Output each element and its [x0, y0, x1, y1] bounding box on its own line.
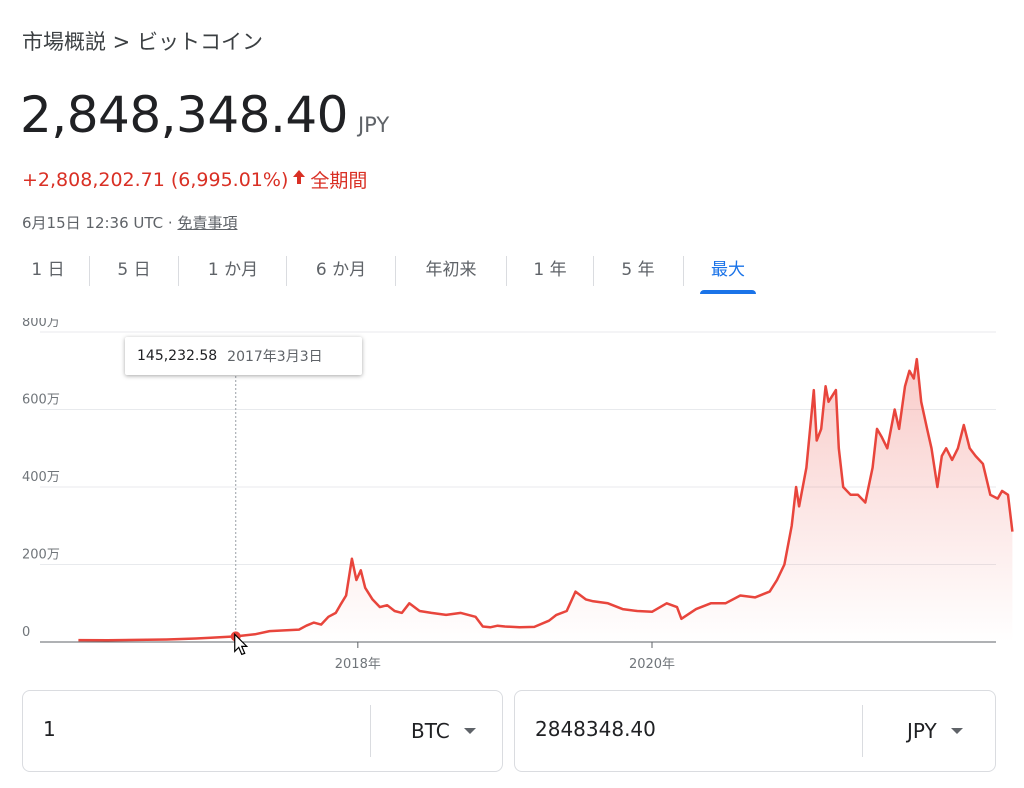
- series-line: [78, 357, 1014, 642]
- change-value: +2,808,202.71 (6,995.01%): [22, 168, 289, 191]
- y-tick-label: 200万: [22, 548, 60, 563]
- converter-divider: [862, 705, 863, 757]
- chart-tooltip: 145,232.58 2017年3月3日: [125, 337, 362, 375]
- tab-max[interactable]: 最大: [700, 252, 756, 294]
- tab-1-day[interactable]: 1 日: [31, 260, 65, 280]
- converter-from: BTC: [22, 690, 503, 772]
- tab-5-years[interactable]: 5 年: [621, 260, 655, 280]
- timestamp: 6月15日 12:36 UTC · 免責事項: [22, 212, 237, 233]
- tab-divider: [593, 256, 594, 286]
- converter-divider: [370, 705, 371, 757]
- y-tick-label: 0: [22, 625, 30, 640]
- range-tabs: 1 日 5 日 1 か月 6 か月 年初来 1 年 5 年 最大: [0, 252, 1024, 294]
- tab-6-months[interactable]: 6 か月: [315, 260, 367, 280]
- timestamp-text: 6月15日 12:36 UTC ·: [22, 214, 178, 232]
- to-currency-label: JPY: [907, 719, 937, 743]
- breadcrumb[interactable]: 市場概説 > ビットコイン: [22, 30, 263, 54]
- tab-max-label: 最大: [711, 260, 745, 280]
- tooltip-value: 145,232.58: [137, 348, 218, 364]
- converter-to: JPY: [514, 690, 996, 772]
- tab-divider: [286, 256, 287, 286]
- series-area-fill: [78, 359, 1013, 642]
- currency-label: JPY: [357, 113, 390, 137]
- mouse-cursor-icon: [234, 632, 249, 656]
- dropdown-caret-icon: [950, 728, 963, 734]
- tab-5-days[interactable]: 5 日: [117, 260, 151, 280]
- price-chart[interactable]: 0 200万 400万 600万 800万 2018年 2020年: [0, 318, 1024, 678]
- change-period: 全期間: [310, 170, 368, 192]
- price-change: +2,808,202.71 (6,995.01%) 全期間: [22, 166, 367, 193]
- to-currency-select[interactable]: JPY: [907, 691, 963, 771]
- tab-divider: [178, 256, 179, 286]
- tab-divider: [506, 256, 507, 286]
- disclaimer-link[interactable]: 免責事項: [177, 214, 238, 232]
- tab-1-month[interactable]: 1 か月: [207, 260, 259, 280]
- tab-divider: [89, 256, 90, 286]
- tab-divider: [395, 256, 396, 286]
- from-currency-select[interactable]: BTC: [411, 691, 476, 771]
- from-amount-input[interactable]: [43, 717, 363, 741]
- y-tick-label: 600万: [22, 393, 60, 408]
- active-tab-indicator: [700, 290, 756, 294]
- tab-1-year[interactable]: 1 年: [533, 260, 567, 280]
- from-currency-label: BTC: [411, 719, 450, 743]
- tab-divider: [683, 256, 684, 286]
- arrow-up-icon: [292, 169, 306, 190]
- tab-ytd[interactable]: 年初来: [425, 260, 477, 280]
- y-tick-label: 800万: [22, 318, 60, 330]
- y-tick-label: 400万: [22, 470, 60, 485]
- tooltip-date: 2017年3月3日: [227, 349, 323, 365]
- x-tick-label: 2018年: [335, 657, 381, 672]
- dropdown-caret-icon: [463, 728, 476, 734]
- price-row: 2,848,348.40 JPY: [20, 86, 389, 144]
- current-price: 2,848,348.40: [20, 86, 348, 144]
- to-amount-input[interactable]: [535, 717, 855, 741]
- x-tick-label: 2020年: [629, 657, 675, 672]
